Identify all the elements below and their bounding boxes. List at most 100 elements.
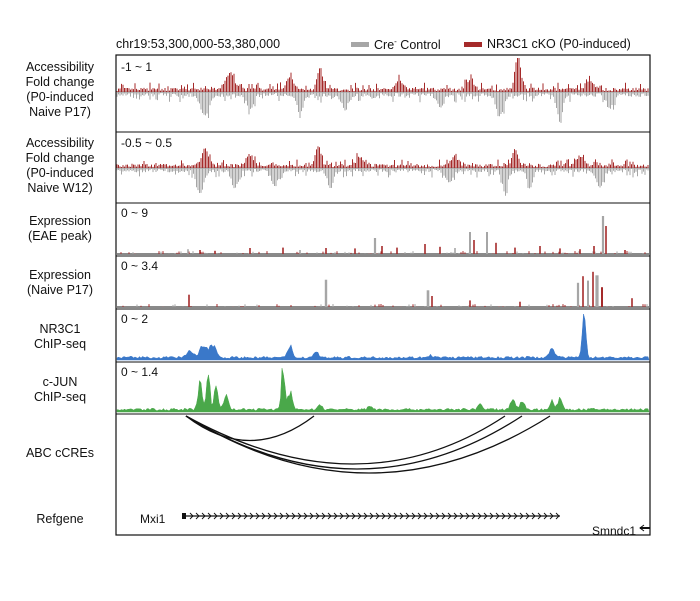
strand-arrow: [231, 512, 236, 520]
panel-frame: [115, 54, 651, 536]
strand-arrow: [333, 512, 338, 520]
strand-arrow: [189, 512, 194, 520]
strand-arrow: [423, 512, 428, 520]
strand-arrow: [387, 512, 392, 520]
strand-arrow: [375, 512, 380, 520]
region-coordinates: chr19:53,300,000-53,380,000: [116, 37, 281, 51]
track-expr-p17-signal: [117, 271, 649, 308]
abc-loop: [185, 415, 551, 474]
strand-arrow: [555, 512, 560, 520]
track-label-refgene: Refgene: [36, 512, 84, 526]
strand-arrow: [465, 512, 470, 520]
strand-arrow: [219, 512, 224, 520]
strand-arrow: [447, 512, 452, 520]
strand-arrow: [639, 524, 645, 532]
strand-arrow: [267, 512, 272, 520]
abc-loop: [185, 415, 506, 465]
gene-name-mxi1: Mxi1: [140, 512, 166, 526]
strand-arrow: [297, 512, 302, 520]
strand-arrow: [213, 512, 218, 520]
range-atac-w12: -0.5 ~ 0.5: [121, 136, 173, 150]
strand-arrow: [435, 512, 440, 520]
strand-arrow: [369, 512, 374, 520]
strand-arrow: [417, 512, 422, 520]
strand-arrow: [303, 512, 308, 520]
strand-arrow: [525, 512, 530, 520]
strand-arrow: [393, 512, 398, 520]
strand-arrow: [549, 512, 554, 520]
legend-cko: NR3C1 cKO (P0-induced): [464, 37, 631, 51]
strand-arrow: [531, 512, 536, 520]
track-chip-nr3c1-signal: [116, 313, 650, 361]
strand-arrow: [489, 512, 494, 520]
gene-model-smndc1: [639, 524, 650, 532]
gene-strand-arrows: [182, 512, 560, 520]
strand-arrow: [405, 512, 410, 520]
legend-control: Cre- Control: [351, 37, 441, 52]
legend-control-swatch: [351, 42, 369, 48]
strand-arrow: [291, 512, 296, 520]
strand-arrow: [207, 512, 212, 520]
strand-arrow: [453, 512, 458, 520]
strand-arrow: [261, 512, 266, 520]
strand-arrow: [237, 512, 242, 520]
strand-arrow: [477, 512, 482, 520]
track-atac-p17-signal: [116, 58, 649, 123]
range-chip-cjun: 0 ~ 1.4: [121, 365, 159, 379]
strand-arrow: [243, 512, 248, 520]
abc-loops: [185, 415, 551, 474]
strand-arrow: [429, 512, 434, 520]
range-expr-p17: 0 ~ 3.4: [121, 259, 159, 273]
exon: [182, 513, 186, 519]
strand-arrow: [441, 512, 446, 520]
strand-arrow: [483, 512, 488, 520]
strand-arrow: [195, 512, 200, 520]
range-atac-p17: -1 ~ 1: [121, 60, 153, 74]
strand-arrow: [537, 512, 542, 520]
track-atac-w12-signal: [116, 146, 649, 196]
strand-arrow: [507, 512, 512, 520]
track-label-atac-w12: Accessibility Fold change (P0-induced Naive…: [25, 136, 95, 195]
strand-arrow: [411, 512, 416, 520]
strand-arrow: [279, 512, 284, 520]
range-expr-eae: 0 ~ 9: [121, 206, 149, 220]
chip-signal-area: [116, 313, 650, 361]
track-chip-cjun-signal: [116, 368, 650, 413]
legend-cko-swatch: [464, 41, 482, 47]
strand-arrow: [255, 512, 260, 520]
strand-arrow: [321, 512, 326, 520]
strand-arrow: [459, 512, 464, 520]
legend-cko-label: NR3C1 cKO (P0-induced): [487, 37, 631, 51]
range-chip-nr3c1: 0 ~ 2: [121, 312, 149, 326]
strand-arrow: [309, 512, 314, 520]
track-label-chip-nr3c1: NR3C1 ChIP-seq: [33, 322, 87, 351]
strand-arrow: [351, 512, 356, 520]
strand-arrow: [495, 512, 500, 520]
track-label-expr-eae: Expression (EAE peak): [28, 214, 92, 243]
legend-control-label: Cre- Control: [374, 37, 441, 53]
strand-arrow: [381, 512, 386, 520]
strand-arrow: [327, 512, 332, 520]
strand-arrow: [501, 512, 506, 520]
strand-arrow: [315, 512, 320, 520]
strand-arrow: [285, 512, 290, 520]
strand-arrow: [543, 512, 548, 520]
strand-arrow: [201, 512, 206, 520]
gene-model-mxi1: [182, 512, 560, 520]
strand-arrow: [471, 512, 476, 520]
strand-arrow: [513, 512, 518, 520]
strand-arrow: [363, 512, 368, 520]
track-label-abc: ABC cCREs: [25, 446, 95, 460]
strand-arrow: [345, 512, 350, 520]
track-label-chip-cjun: c-JUN ChIP-seq: [33, 375, 87, 404]
chip-signal-area: [116, 368, 650, 413]
track-expr-eae-signal: [117, 216, 649, 255]
strand-arrow: [225, 512, 230, 520]
track-label-atac-p17: Accessibility Fold change (P0-induced Naive…: [25, 60, 95, 119]
strand-arrow: [273, 512, 278, 520]
abc-loop: [185, 415, 315, 442]
strand-arrow: [399, 512, 404, 520]
strand-arrow: [249, 512, 254, 520]
